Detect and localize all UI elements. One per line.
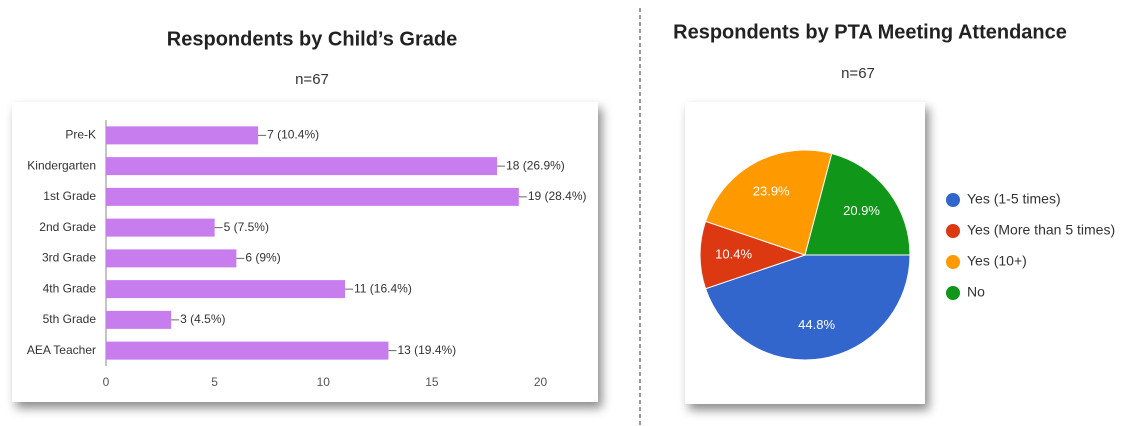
y-tick-label: 5th Grade bbox=[43, 312, 97, 326]
legend-swatch bbox=[946, 224, 960, 238]
legend-label: Yes (More than 5 times) bbox=[967, 222, 1115, 238]
y-tick-label: AEA Teacher bbox=[27, 343, 96, 357]
bar bbox=[106, 249, 237, 268]
data-label: 3 (4.5%) bbox=[180, 312, 225, 326]
pie-slice bbox=[699, 220, 807, 290]
y-tick-label: 3rd Grade bbox=[42, 251, 96, 265]
data-label: 23.9% bbox=[753, 184, 790, 199]
pie-slice bbox=[704, 254, 911, 361]
data-label: 11 (16.4%) bbox=[354, 281, 412, 295]
bar bbox=[106, 280, 345, 299]
data-label: 7 (10.4%) bbox=[267, 128, 319, 142]
legend-swatch bbox=[946, 255, 960, 269]
data-label: 6 (9%) bbox=[245, 251, 280, 265]
x-tick-label: 5 bbox=[211, 375, 218, 389]
bar bbox=[106, 187, 519, 206]
y-tick-label: Kindergarten bbox=[27, 158, 96, 172]
legend-swatch bbox=[946, 286, 960, 300]
pie-slice bbox=[704, 149, 833, 256]
pie-slice bbox=[804, 152, 911, 256]
legend-label: Yes (10+) bbox=[967, 253, 1027, 269]
legend-swatch bbox=[946, 193, 960, 207]
data-label: 10.4% bbox=[715, 246, 752, 261]
y-tick-label: 2nd Grade bbox=[39, 220, 96, 234]
chart-title: Respondents by PTA Meeting Attendance bbox=[673, 21, 1067, 43]
legend-label: No bbox=[967, 284, 985, 300]
data-label: 20.9% bbox=[843, 203, 880, 218]
chart-subtitle: n=67 bbox=[295, 71, 329, 88]
bar bbox=[106, 157, 498, 176]
legend-label: Yes (1-5 times) bbox=[967, 191, 1061, 207]
x-tick-label: 0 bbox=[103, 375, 110, 389]
bar bbox=[106, 218, 215, 237]
bar bbox=[106, 310, 172, 329]
x-tick-label: 20 bbox=[534, 375, 548, 389]
y-tick-label: Pre-K bbox=[65, 128, 96, 142]
data-label: 19 (28.4%) bbox=[528, 189, 587, 203]
chart-title: Respondents by Child’s Grade bbox=[167, 28, 457, 50]
chart-subtitle: n=67 bbox=[841, 65, 875, 82]
bar bbox=[106, 341, 389, 360]
data-label: 44.8% bbox=[798, 317, 835, 332]
x-tick-label: 10 bbox=[317, 375, 331, 389]
data-label: 5 (7.5%) bbox=[224, 220, 269, 234]
x-tick-label: 15 bbox=[425, 375, 439, 389]
bar bbox=[106, 126, 259, 145]
data-label: 18 (26.9%) bbox=[506, 158, 565, 172]
y-tick-label: 4th Grade bbox=[43, 281, 97, 295]
y-tick-label: 1st Grade bbox=[43, 189, 96, 203]
data-label: 13 (19.4%) bbox=[397, 343, 456, 357]
